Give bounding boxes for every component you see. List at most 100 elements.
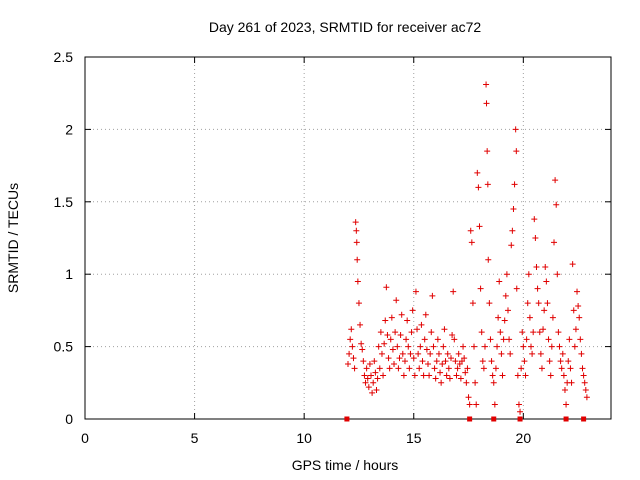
data-point (515, 401, 522, 408)
data-point (444, 350, 451, 357)
data-point (423, 346, 430, 353)
data-point (414, 326, 421, 333)
data-point (554, 271, 561, 278)
data-point (350, 355, 357, 362)
data-point (551, 239, 558, 246)
data-point (405, 343, 412, 350)
data-point (495, 314, 502, 321)
data-point (394, 343, 401, 350)
y-tick-label: 1.5 (54, 194, 74, 210)
data-point (488, 358, 495, 365)
data-point (417, 343, 424, 350)
data-point (409, 307, 416, 314)
data-point (353, 227, 360, 234)
data-point (568, 379, 575, 386)
data-point (351, 365, 358, 372)
data-point (378, 350, 385, 357)
data-point (446, 375, 453, 382)
axis-ticks: 0 5 10 15 20 0 0.5 1 1.5 2 2.5 (54, 49, 611, 446)
zero-point (517, 416, 523, 422)
data-point (421, 336, 428, 343)
data-point (358, 340, 365, 347)
x-tick-label: 0 (81, 430, 89, 446)
data-point (428, 329, 435, 336)
data-point (424, 360, 431, 367)
data-point (534, 285, 541, 292)
data-point (427, 350, 434, 357)
data-point (557, 358, 564, 365)
data-point (439, 360, 446, 367)
data-point (345, 360, 351, 367)
data-point (552, 177, 559, 184)
data-point (406, 365, 413, 372)
data-point (438, 379, 445, 386)
data-point (461, 355, 468, 362)
data-point (489, 372, 496, 379)
data-point (517, 408, 524, 415)
data-point (548, 343, 555, 350)
chart-title: Day 261 of 2023, SRMTID for receiver ac7… (209, 19, 482, 35)
data-point (419, 358, 426, 365)
data-point (404, 317, 411, 324)
data-point (441, 326, 448, 333)
data-point (583, 394, 590, 401)
data-point (365, 384, 372, 391)
data-point (380, 372, 387, 379)
data-point (510, 206, 517, 213)
data-point (408, 329, 415, 336)
data-point (499, 372, 506, 379)
data-point (372, 369, 379, 376)
data-point (453, 372, 460, 379)
data-point (514, 372, 521, 379)
data-point (393, 297, 400, 304)
zero-point (491, 416, 497, 422)
data-point (383, 284, 390, 291)
data-point (468, 239, 475, 246)
data-point (352, 219, 359, 226)
data-point (567, 365, 574, 372)
data-point (547, 372, 554, 379)
data-point (513, 285, 520, 292)
data-point (465, 394, 472, 401)
data-point (430, 343, 437, 350)
data-point (418, 321, 425, 328)
data-point (494, 343, 501, 350)
data-point (460, 343, 467, 350)
data-point (407, 350, 414, 357)
data-point (501, 317, 508, 324)
data-point (432, 375, 439, 382)
data-point (377, 329, 384, 336)
data-point (353, 239, 360, 246)
data-point (452, 358, 459, 365)
data-point (398, 311, 405, 318)
data-point (487, 336, 494, 343)
data-point (556, 343, 563, 350)
data-point (411, 372, 418, 379)
data-point (549, 314, 556, 321)
data-point (366, 360, 373, 367)
data-point (570, 307, 577, 314)
data-point (582, 387, 589, 394)
data-point (386, 365, 393, 372)
data-point (540, 326, 547, 333)
data-point (507, 350, 514, 357)
data-point (454, 365, 461, 372)
data-point (559, 350, 566, 357)
data-point (403, 336, 410, 343)
data-point (474, 169, 481, 176)
data-point (369, 389, 376, 396)
data-point (503, 271, 510, 278)
data-point (346, 350, 353, 357)
data-point (532, 235, 539, 241)
data-point (433, 358, 440, 365)
data-point (565, 358, 572, 365)
data-point (467, 227, 474, 234)
data-point (391, 360, 398, 367)
y-tick-label: 0.5 (54, 339, 74, 355)
data-point (513, 148, 520, 155)
data-point (530, 329, 537, 336)
x-axis-label: GPS time / hours (292, 457, 399, 473)
data-point (492, 365, 499, 372)
data-point (484, 148, 491, 155)
data-point (546, 358, 553, 365)
